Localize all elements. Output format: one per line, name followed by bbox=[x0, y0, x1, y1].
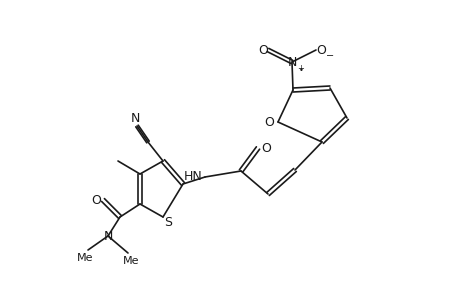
Text: N: N bbox=[287, 56, 296, 68]
Text: O: O bbox=[315, 44, 325, 56]
Text: −: − bbox=[325, 51, 333, 61]
Text: •: • bbox=[298, 65, 303, 74]
Text: O: O bbox=[261, 142, 270, 154]
Text: O: O bbox=[91, 194, 101, 206]
Text: S: S bbox=[164, 215, 172, 229]
Text: O: O bbox=[257, 44, 267, 56]
Text: O: O bbox=[263, 116, 274, 128]
Text: N: N bbox=[130, 112, 140, 124]
Text: Me: Me bbox=[77, 253, 93, 263]
Text: +: + bbox=[297, 64, 304, 73]
Text: N: N bbox=[103, 230, 112, 242]
Text: Me: Me bbox=[123, 256, 139, 266]
Text: HN: HN bbox=[184, 169, 202, 182]
